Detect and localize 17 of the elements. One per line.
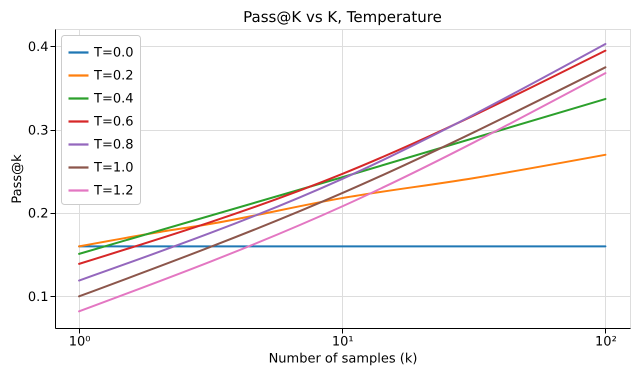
- legend-label: T=0.2: [93, 68, 134, 84]
- legend-label: T=1.2: [93, 184, 134, 198]
- x-tick-label: 10⁰: [68, 334, 90, 350]
- y-axis-title: Pass@k: [10, 154, 25, 204]
- y-tick-label: 0.4: [28, 40, 48, 55]
- y-tick-label: 0.2: [28, 206, 48, 222]
- legend-label: T=0.6: [93, 114, 134, 130]
- legend-label: T=0.4: [93, 92, 134, 106]
- x-tick-label: 10²: [595, 334, 617, 350]
- y-tick-label: 0.3: [28, 123, 48, 138]
- legend-label: T=0.8: [93, 138, 134, 152]
- legend-label: T=1.0: [93, 160, 134, 176]
- chart-title: Pass@K vs K, Temperature: [243, 8, 442, 26]
- x-axis-title: Number of samples (k): [268, 352, 418, 366]
- legend-label: T=0.0: [93, 46, 134, 60]
- x-tick-label: 10¹: [332, 334, 354, 350]
- y-tick-label: 0.1: [28, 290, 48, 305]
